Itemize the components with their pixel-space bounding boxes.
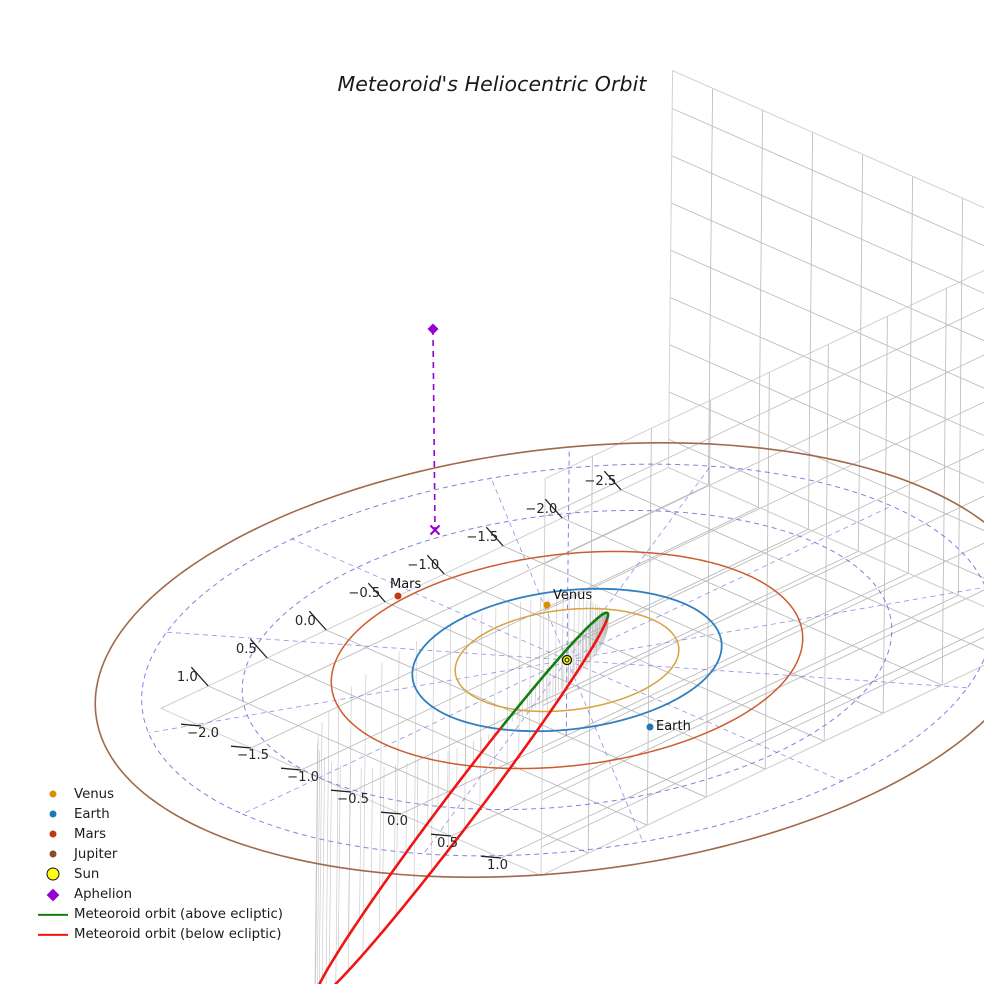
legend-item[interactable]: Meteoroid orbit (above ecliptic) <box>36 905 336 925</box>
orbit-drop-lines <box>314 596 609 984</box>
legend-item-label: Venus <box>74 786 115 802</box>
circle-marker-icon <box>49 810 57 818</box>
x-tick-label: −1.0 <box>407 558 439 573</box>
legend-line-swatch <box>38 913 68 916</box>
legend-marker-key <box>36 824 70 844</box>
circle-marker-icon <box>46 867 60 881</box>
page-title: Meteoroid's Heliocentric Orbit <box>337 72 647 96</box>
axes-panes-grid <box>159 69 984 877</box>
legend: Venus Earth Mars Jupiter Sun Aphelion Meteoroi… <box>36 784 336 945</box>
x-tick-label: −2.5 <box>584 474 616 489</box>
legend-item-label: Meteoroid orbit (below ecliptic) <box>74 927 282 943</box>
y-tick-label: 0.0 <box>387 814 408 829</box>
x-tick-label: −0.5 <box>348 586 380 601</box>
y-tick-label: 0.5 <box>437 836 458 851</box>
circle-marker-icon <box>49 850 57 858</box>
legend-item[interactable]: Sun <box>36 864 336 884</box>
legend-item-label: Earth <box>74 806 110 822</box>
legend-marker-key <box>36 864 70 884</box>
legend-marker-key <box>36 784 70 804</box>
body-markers: Mars Venus Earth <box>390 323 691 734</box>
body-label: Mars <box>390 577 422 592</box>
y-tick-label: −1.0 <box>287 770 319 785</box>
circle-marker-icon <box>49 830 57 838</box>
legend-item[interactable]: Mars <box>36 824 336 844</box>
body-label: Earth <box>656 719 691 734</box>
legend-item-label: Sun <box>74 866 100 882</box>
y-tick-label: 1.0 <box>487 858 508 873</box>
legend-marker-key <box>36 885 70 905</box>
legend-line-key <box>36 925 70 945</box>
x-tick-label: 0.5 <box>236 642 257 657</box>
y-tick-label: −2.0 <box>187 726 219 741</box>
axis-ticks-and-labels: −0.50.00.51.01.52.02.53.0−2.5−2.0−1.5−1.… <box>177 470 622 873</box>
circle-marker-icon <box>49 790 57 798</box>
legend-line-swatch <box>38 933 68 936</box>
legend-marker-key <box>36 804 70 824</box>
legend-item[interactable]: Jupiter <box>36 844 336 864</box>
x-tick-label: 1.0 <box>177 670 198 685</box>
meteoroid-orbit-path <box>318 328 610 984</box>
legend-item-label: Aphelion <box>74 887 133 903</box>
legend-item[interactable]: Venus <box>36 784 336 804</box>
legend-item-label: Meteoroid orbit (above ecliptic) <box>74 907 283 923</box>
legend-item[interactable]: Earth <box>36 804 336 824</box>
legend-item[interactable]: Meteoroid orbit (below ecliptic) <box>36 925 336 945</box>
legend-item[interactable]: Aphelion <box>36 884 336 904</box>
planet-orbit-paths <box>94 442 984 878</box>
diamond-marker-icon <box>46 888 60 901</box>
legend-item-label: Mars <box>74 826 107 842</box>
y-tick-label: −1.5 <box>237 748 269 763</box>
legend-marker-key <box>36 844 70 864</box>
x-tick-label: 0.0 <box>295 614 316 629</box>
x-tick-label: −2.0 <box>525 502 557 517</box>
legend-line-key <box>36 905 70 925</box>
legend-item-label: Jupiter <box>74 846 118 862</box>
y-tick-label: −0.5 <box>337 792 369 807</box>
x-tick-label: −1.5 <box>466 530 498 545</box>
body-label: Venus <box>553 588 592 603</box>
